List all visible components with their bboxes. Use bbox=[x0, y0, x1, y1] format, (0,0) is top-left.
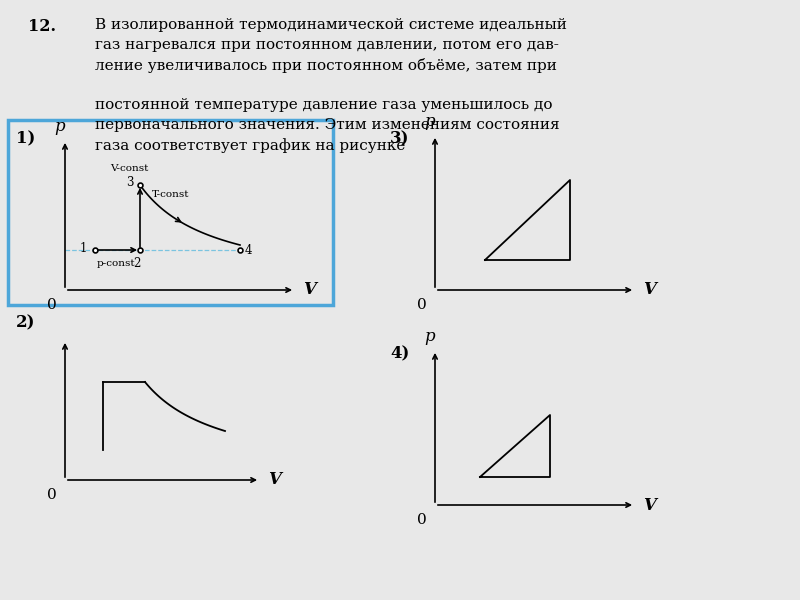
Text: V: V bbox=[643, 281, 656, 298]
Text: p-const: p-const bbox=[97, 259, 136, 268]
Text: постоянной температуре давление газа уменьшилось до: постоянной температуре давление газа уме… bbox=[95, 98, 553, 112]
Text: 4): 4) bbox=[390, 345, 410, 362]
Text: 2: 2 bbox=[134, 257, 141, 270]
Text: 3: 3 bbox=[126, 176, 134, 190]
Text: 0: 0 bbox=[47, 488, 57, 502]
Text: T-const: T-const bbox=[152, 190, 190, 199]
Text: 1): 1) bbox=[16, 130, 35, 147]
Text: 1: 1 bbox=[80, 242, 87, 256]
Text: 4: 4 bbox=[245, 244, 253, 257]
Text: V: V bbox=[268, 472, 281, 488]
Text: 0: 0 bbox=[418, 513, 427, 527]
Text: 0: 0 bbox=[418, 298, 427, 312]
Text: 0: 0 bbox=[47, 298, 57, 312]
Text: V-const: V-const bbox=[110, 164, 148, 173]
Text: 12.: 12. bbox=[28, 18, 56, 35]
Text: В изолированной термодинамической системе идеальный: В изолированной термодинамической систем… bbox=[95, 18, 567, 32]
Text: p: p bbox=[425, 328, 435, 345]
Text: 2): 2) bbox=[16, 314, 35, 331]
Text: 3): 3) bbox=[390, 130, 410, 147]
Text: p: p bbox=[425, 113, 435, 130]
Text: газ нагревался при постоянном давлении, потом его дав-: газ нагревался при постоянном давлении, … bbox=[95, 38, 559, 52]
Text: V: V bbox=[643, 497, 656, 514]
Text: ление увеличивалось при постоянном объёме, затем при: ление увеличивалось при постоянном объём… bbox=[95, 58, 557, 73]
Text: V: V bbox=[303, 281, 316, 298]
Text: первоначального значения. Этим изменениям состояния: первоначального значения. Этим изменения… bbox=[95, 118, 560, 132]
Text: газа соответствует график на рисунке: газа соответствует график на рисунке bbox=[95, 138, 406, 153]
Text: p: p bbox=[54, 118, 66, 135]
